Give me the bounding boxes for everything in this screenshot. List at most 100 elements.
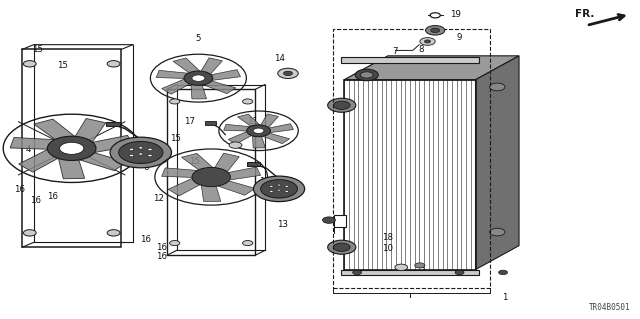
Polygon shape: [363, 63, 398, 80]
Text: 12: 12: [153, 194, 164, 203]
Polygon shape: [429, 63, 464, 80]
Text: 11: 11: [246, 117, 258, 126]
Polygon shape: [191, 84, 207, 99]
Circle shape: [269, 185, 273, 187]
Polygon shape: [410, 63, 445, 80]
Circle shape: [455, 270, 464, 275]
Text: 1: 1: [502, 293, 507, 302]
Circle shape: [260, 180, 298, 198]
Bar: [106, 122, 120, 126]
Polygon shape: [228, 131, 252, 144]
Polygon shape: [260, 114, 278, 128]
Bar: [334, 215, 346, 227]
Polygon shape: [344, 63, 380, 80]
Polygon shape: [377, 63, 412, 80]
Circle shape: [278, 68, 298, 78]
Circle shape: [490, 228, 505, 236]
Polygon shape: [76, 118, 106, 142]
Polygon shape: [344, 56, 519, 80]
Circle shape: [333, 101, 350, 109]
Circle shape: [139, 147, 143, 149]
Circle shape: [170, 241, 180, 246]
Text: 7: 7: [393, 47, 398, 56]
Polygon shape: [354, 63, 389, 80]
Circle shape: [192, 167, 230, 187]
Text: 15: 15: [57, 61, 68, 70]
Circle shape: [328, 98, 356, 112]
Circle shape: [243, 99, 253, 104]
Text: 6: 6: [143, 163, 148, 172]
Circle shape: [110, 137, 172, 168]
Text: 16: 16: [140, 235, 152, 244]
Circle shape: [499, 270, 508, 275]
Circle shape: [184, 71, 212, 85]
Circle shape: [23, 61, 36, 67]
Circle shape: [285, 185, 289, 187]
Polygon shape: [476, 56, 519, 270]
Circle shape: [229, 142, 242, 148]
Polygon shape: [204, 81, 236, 94]
Bar: [341, 270, 479, 275]
Polygon shape: [391, 63, 426, 80]
Circle shape: [431, 28, 440, 33]
Text: 10: 10: [382, 244, 394, 253]
Circle shape: [269, 190, 273, 192]
Polygon shape: [415, 63, 450, 80]
Circle shape: [285, 190, 289, 192]
Text: 16: 16: [13, 185, 25, 194]
Polygon shape: [419, 63, 454, 80]
Circle shape: [395, 264, 408, 271]
Polygon shape: [10, 137, 54, 149]
Circle shape: [424, 40, 431, 43]
Circle shape: [129, 154, 134, 157]
Circle shape: [253, 176, 305, 202]
Polygon shape: [401, 63, 436, 80]
Circle shape: [118, 141, 163, 164]
Polygon shape: [228, 167, 260, 180]
Bar: [344, 80, 476, 270]
Polygon shape: [173, 58, 200, 73]
Polygon shape: [372, 63, 408, 80]
Text: 13: 13: [277, 220, 289, 229]
Circle shape: [107, 230, 120, 236]
Circle shape: [23, 230, 36, 236]
Polygon shape: [461, 63, 497, 80]
Text: 8: 8: [419, 45, 424, 54]
Circle shape: [148, 148, 152, 151]
Polygon shape: [396, 63, 431, 80]
Polygon shape: [202, 185, 221, 202]
Polygon shape: [34, 119, 75, 139]
Circle shape: [107, 61, 120, 67]
Circle shape: [148, 154, 152, 157]
Polygon shape: [58, 159, 84, 179]
Polygon shape: [471, 63, 506, 80]
Polygon shape: [382, 63, 417, 80]
Polygon shape: [466, 63, 501, 80]
Polygon shape: [349, 63, 384, 80]
Circle shape: [420, 38, 435, 45]
Polygon shape: [424, 63, 459, 80]
Polygon shape: [269, 124, 293, 133]
Circle shape: [170, 99, 180, 104]
Text: 16: 16: [47, 192, 58, 201]
Bar: [333, 29, 490, 288]
Text: 15: 15: [31, 45, 43, 54]
Text: FR.: FR.: [575, 9, 594, 19]
Polygon shape: [162, 168, 197, 177]
Polygon shape: [223, 124, 250, 131]
Circle shape: [333, 243, 350, 251]
Polygon shape: [162, 79, 190, 94]
Text: 4: 4: [26, 145, 31, 154]
Text: 19: 19: [451, 11, 461, 19]
Bar: [22, 49, 122, 247]
Polygon shape: [156, 70, 188, 78]
Text: 9: 9: [457, 33, 462, 42]
Polygon shape: [368, 63, 403, 80]
Circle shape: [253, 128, 264, 133]
Circle shape: [243, 241, 253, 246]
Polygon shape: [201, 58, 222, 74]
Polygon shape: [405, 63, 440, 80]
Polygon shape: [263, 133, 289, 144]
Polygon shape: [447, 63, 483, 80]
Text: 16: 16: [29, 197, 41, 205]
